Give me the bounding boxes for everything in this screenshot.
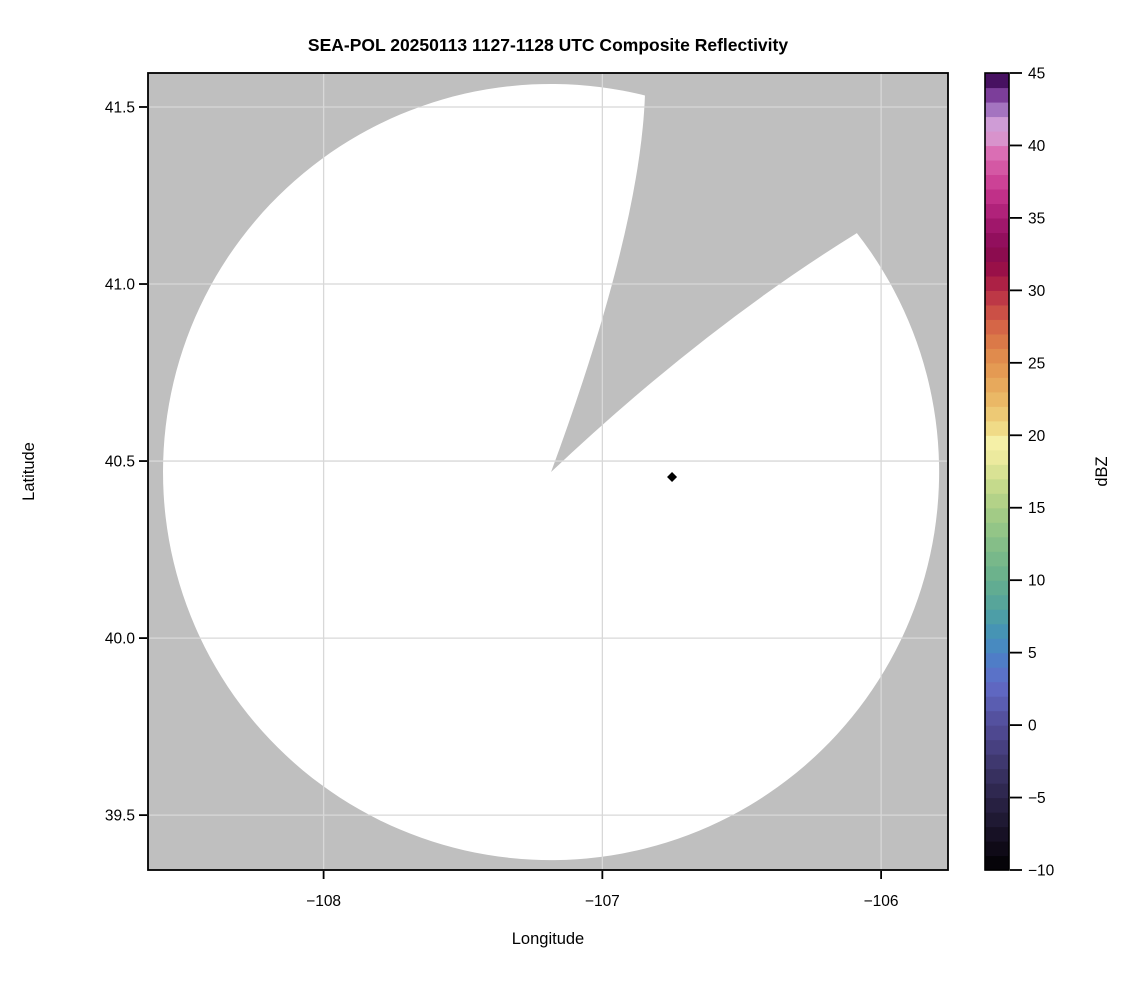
colorbar-band [985,188,1009,205]
colorbar-band [985,536,1009,552]
colorbar-band [985,116,1009,132]
colorbar-band [985,174,1009,190]
colorbar-band [985,522,1009,538]
colorbar-band [985,203,1009,219]
colorbar-band [985,565,1009,581]
colorbar-tick-label: 45 [1028,66,1045,83]
colorbar-band [985,261,1009,277]
y-tick-label: 41.0 [105,277,136,294]
colorbar-tick-label: 30 [1028,283,1046,300]
colorbar-band [985,159,1009,176]
colorbar-band [985,304,1009,320]
colorbar-band [985,812,1009,828]
colorbar-band [985,594,1009,610]
colorbar-band [985,580,1009,596]
colorbar-band [985,362,1009,378]
colorbar-band [985,638,1009,654]
colorbar-band [985,232,1009,248]
colorbar-tick-label: −10 [1028,863,1055,880]
colorbar-band [985,406,1009,422]
colorbar-band [985,855,1009,871]
colorbar-band [985,754,1009,770]
colorbar-tick-label: 20 [1028,428,1046,445]
y-tick-label: 40.0 [105,631,136,648]
colorbar-tick-label: 25 [1028,355,1045,372]
colorbar-band [985,377,1009,393]
gridlines [148,73,948,870]
colorbar-band [985,145,1009,161]
colorbar-tick-label: 10 [1028,573,1046,590]
radar-site-marker [667,471,678,482]
colorbar-band [985,101,1009,118]
plot-title: SEA-POL 20250113 1127-1128 UTC Composite… [308,35,788,55]
colorbar-band [985,275,1009,291]
colorbar-band [985,841,1009,857]
colorbar-band [985,449,1009,465]
colorbar-tick-label: 40 [1028,138,1046,155]
y-axis-label: Latitude [20,442,38,501]
colorbar-band [985,652,1009,668]
colorbar: 45 40 35 30 25 20 15 10 5 0 −5 −10 [984,66,1055,880]
colorbar-band [985,826,1009,842]
y-tick-label: 40.5 [105,454,135,471]
colorbar-tick-label: −5 [1028,790,1046,807]
x-axis-label: Longitude [512,930,585,948]
colorbar-band [985,696,1009,712]
colorbar-band [985,464,1009,480]
plot-frame [147,72,949,871]
colorbar-band [985,623,1009,639]
plot-area: −108 −107 −106 39.5 40.0 40.5 41.0 41.5 [105,72,949,910]
colorbar-band [985,420,1009,436]
colorbar-band [985,667,1009,683]
x-tick-label: −106 [864,893,899,910]
axis-ticks [139,106,883,879]
colorbar-band [985,319,1009,335]
colorbar-band [985,551,1009,567]
colorbar-band [985,739,1009,755]
colorbar-band [985,348,1009,364]
colorbar-band [985,609,1009,625]
colorbar-band [985,783,1009,799]
colorbar-band [985,725,1009,741]
colorbar-band [985,73,1009,89]
colorbar-band [985,710,1009,726]
colorbar-tick-label: 15 [1028,500,1045,517]
colorbar-tick-label: 35 [1028,210,1045,227]
colorbar-tick-label: 5 [1028,645,1037,662]
colorbar-band [985,391,1009,407]
colorbar-band [985,435,1009,451]
y-tick-label: 39.5 [105,808,135,825]
x-tick-label: −107 [585,893,620,910]
colorbar-band [985,768,1009,784]
colorbar-axis-label: dBZ [1093,456,1111,486]
colorbar-band [985,681,1009,697]
colorbar-band [985,246,1009,262]
colorbar-band [985,130,1009,147]
colorbar-band [985,290,1009,306]
colorbar-band [985,797,1009,813]
colorbar-tick-label: 0 [1028,718,1037,735]
colorbar-band [985,493,1009,509]
colorbar-band [985,507,1009,523]
x-tick-label: −108 [306,893,341,910]
colorbar-band [985,217,1009,233]
colorbar-frame [984,72,1010,871]
colorbar-band [985,87,1009,103]
radar-coverage-area [163,83,940,861]
colorbar-band [985,333,1009,349]
colorbar-band [985,478,1009,494]
y-tick-label: 41.5 [105,99,135,116]
